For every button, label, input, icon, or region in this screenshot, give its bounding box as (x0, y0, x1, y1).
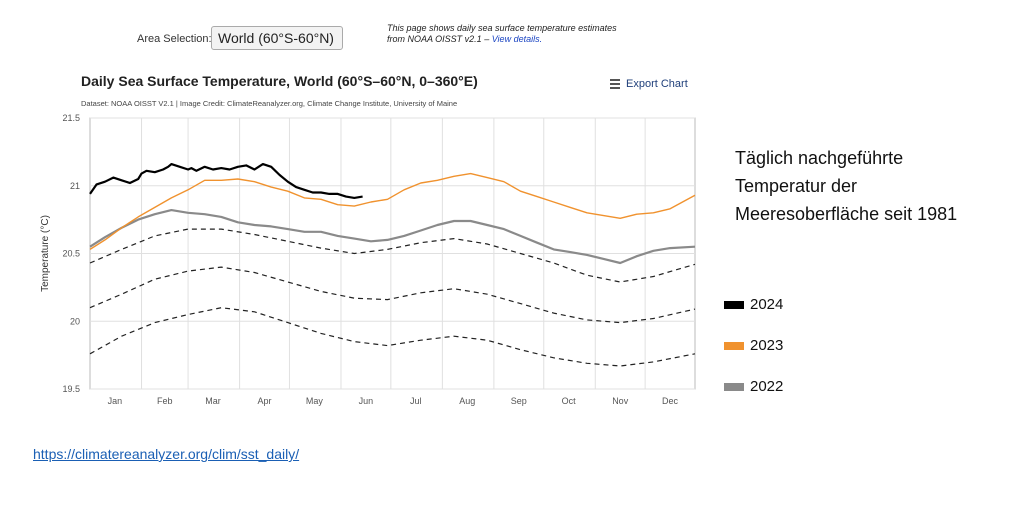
y-tick-label: 20.5 (62, 249, 80, 259)
series-line-2022 (89, 208, 696, 265)
x-tick-label-feb: Feb (157, 396, 173, 406)
y-tick-label: 21.5 (62, 113, 80, 123)
legend-item-2023: 2023 (724, 325, 783, 366)
x-tick-label-may: May (306, 396, 324, 406)
legend-item-2024: 2024 (724, 284, 783, 325)
area-selection-dropdown[interactable]: World (60°S-60°N) (211, 26, 343, 50)
x-tick-label-mar: Mar (205, 396, 221, 406)
side-description-line-1: Täglich nachgeführte (735, 148, 904, 168)
legend-label-2023: 2023 (750, 337, 784, 354)
y-tick-label: 19.5 (62, 384, 80, 394)
x-tick-label-aug: Aug (459, 396, 475, 406)
series-line-mean-2- (89, 228, 696, 283)
legend: 2024 2023 2022 (724, 284, 783, 407)
y-tick-label: 20 (70, 316, 80, 326)
y-tick-label: 21 (70, 181, 80, 191)
x-tick-label-dec: Dec (662, 396, 679, 406)
x-tick-label-jan: Jan (108, 396, 123, 406)
side-description-line-3: Meeresoberfläche seit 1981 (735, 204, 958, 224)
area-selection-label: Area Selection: (137, 33, 212, 45)
view-details-link[interactable]: View details. (491, 34, 543, 44)
export-chart-button[interactable]: Export Chart (610, 77, 688, 91)
page-description: This page shows daily sea surface temper… (387, 23, 627, 45)
legend-label-2022: 2022 (750, 378, 784, 395)
series-line-mean-2- (89, 307, 696, 367)
menu-icon (610, 77, 620, 91)
source-link[interactable]: https://climatereanalyzer.org/clim/sst_d… (33, 446, 300, 462)
legend-swatch-2022 (724, 382, 744, 391)
x-tick-label-jun: Jun (359, 396, 374, 406)
sst-line-chart: 19.5 20 20.5 21 21.5 Jan Feb Mar Apr May Jun Jul Aug… (40, 113, 696, 406)
series-line-2023 (89, 172, 696, 250)
series-line-2024 (89, 162, 363, 200)
x-tick-label-nov: Nov (612, 396, 629, 406)
legend-swatch-2024 (724, 300, 744, 309)
dataset-credit: Dataset: NOAA OISST V2.1 | Image Credit:… (81, 99, 458, 108)
x-tick-label-apr: Apr (258, 396, 272, 406)
page-description-text: This page shows daily sea surface temper… (387, 23, 617, 44)
x-tick-label-oct: Oct (562, 396, 577, 406)
side-description-line-2: Temperatur der (735, 176, 858, 196)
legend-label-2024: 2024 (750, 296, 784, 313)
chart-title: Daily Sea Surface Temperature, World (60… (81, 73, 478, 89)
legend-swatch-2023 (724, 341, 744, 350)
export-chart-label: Export Chart (626, 77, 688, 90)
legend-item-2022: 2022 (724, 366, 783, 407)
series-line-mean (89, 266, 696, 324)
x-tick-label-jul: Jul (410, 396, 422, 406)
y-axis-label: Temperature (°C) (40, 215, 51, 292)
side-description: Täglich nachgeführte Temperatur der Meer… (735, 144, 957, 228)
x-tick-label-sep: Sep (511, 396, 527, 406)
